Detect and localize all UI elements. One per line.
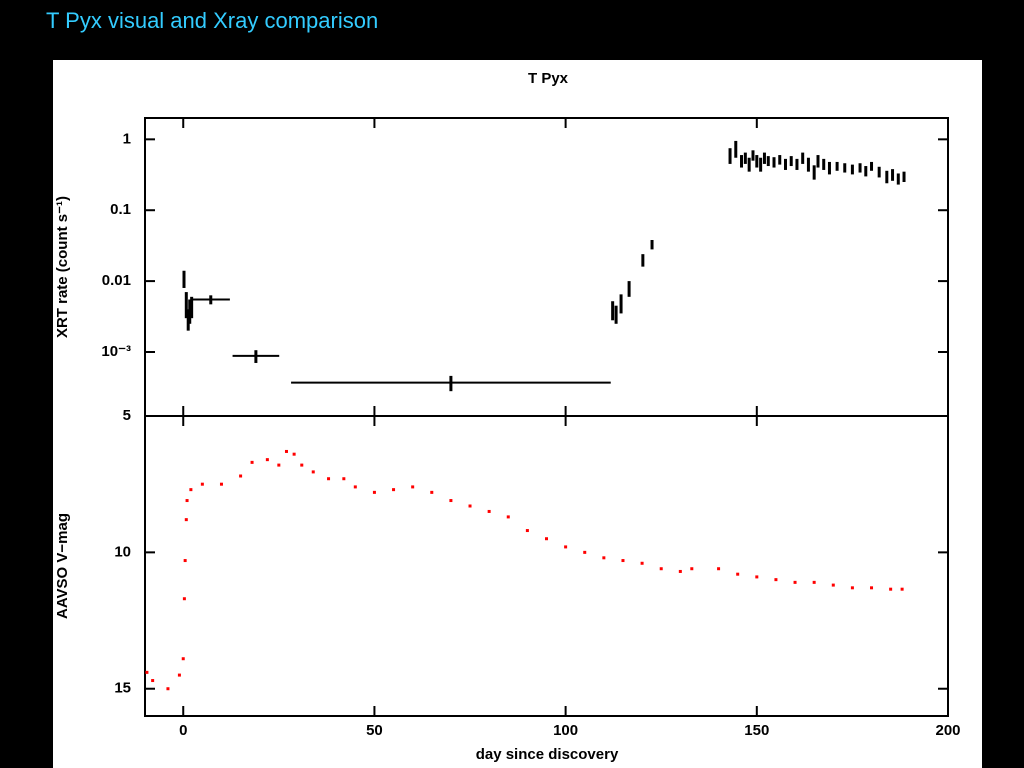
point <box>640 561 644 565</box>
point <box>284 449 288 453</box>
point <box>525 529 529 533</box>
y-tick-label: 1 <box>123 130 131 147</box>
point <box>342 477 346 481</box>
point <box>300 463 304 467</box>
plot-background <box>53 60 982 768</box>
y-tick-label: 10 <box>114 543 131 560</box>
point <box>430 490 434 494</box>
point <box>277 463 281 467</box>
x-axis-label: day since discovery <box>476 746 619 763</box>
point <box>850 586 854 590</box>
point <box>774 578 778 582</box>
point <box>468 504 472 508</box>
point <box>717 567 721 571</box>
point <box>506 515 510 519</box>
point <box>545 537 548 541</box>
point <box>812 580 816 584</box>
point <box>327 477 331 481</box>
point <box>151 679 155 683</box>
point <box>831 583 835 587</box>
x-tick-label: 150 <box>744 722 769 739</box>
point <box>185 499 189 503</box>
point <box>900 587 904 591</box>
point <box>602 556 606 560</box>
point <box>145 670 149 674</box>
y-tick-label: 5 <box>123 407 131 424</box>
point <box>239 474 243 478</box>
point <box>183 559 187 563</box>
point <box>621 559 625 563</box>
point <box>411 485 415 489</box>
point <box>181 657 185 661</box>
point <box>184 518 188 522</box>
point <box>755 575 759 579</box>
y-axis-label: AAVSO V−mag <box>54 513 71 619</box>
point <box>392 488 396 492</box>
point <box>583 550 587 554</box>
point <box>177 673 181 677</box>
point <box>353 485 357 489</box>
point <box>736 572 740 576</box>
point <box>870 586 874 590</box>
point <box>678 569 682 573</box>
point <box>311 470 315 474</box>
point <box>166 687 170 691</box>
point <box>690 567 694 571</box>
x-tick-label: 0 <box>179 722 187 739</box>
slide-title: T Pyx visual and Xray comparison <box>46 8 379 33</box>
point <box>372 490 376 494</box>
point <box>449 499 453 503</box>
point <box>265 458 269 462</box>
y-tick-label: 0.01 <box>102 272 131 289</box>
point <box>189 488 193 492</box>
point <box>564 545 568 549</box>
point <box>200 482 204 486</box>
y-tick-label: 0.1 <box>110 201 131 218</box>
point <box>793 580 797 584</box>
y-axis-label: XRT rate (count s⁻¹) <box>54 196 71 338</box>
chart-title: T Pyx <box>528 70 569 87</box>
point <box>250 460 254 464</box>
point <box>487 509 491 513</box>
x-tick-label: 100 <box>553 722 578 739</box>
y-tick-label: 15 <box>114 680 131 697</box>
x-tick-label: 200 <box>935 722 960 739</box>
point <box>889 587 893 591</box>
axes-frame <box>144 415 949 717</box>
point <box>219 482 223 486</box>
point <box>292 452 296 456</box>
y-tick-label: 10⁻³ <box>101 343 131 360</box>
point <box>182 597 186 601</box>
x-tick-label: 50 <box>366 722 383 739</box>
point <box>659 567 663 571</box>
